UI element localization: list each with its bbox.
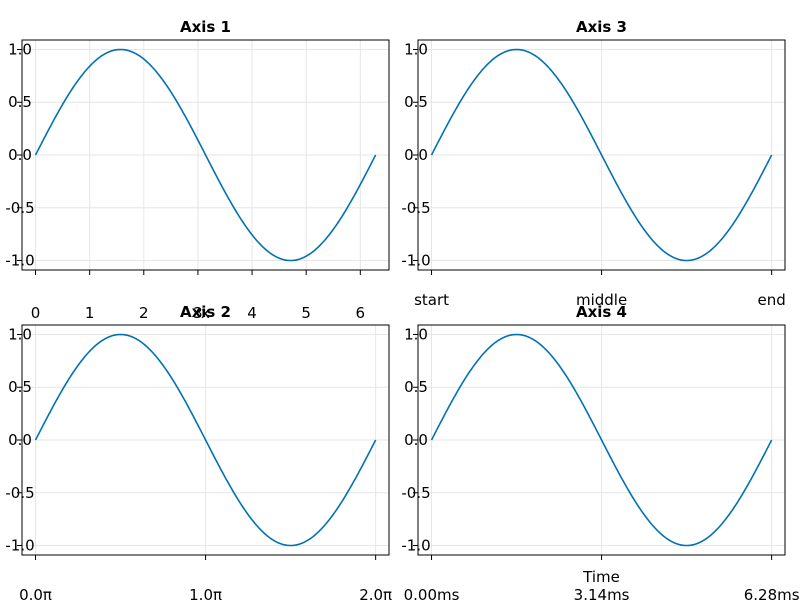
y-tick-label: 1.0 xyxy=(8,325,32,343)
sine-series-line xyxy=(34,48,377,262)
y-tick-label: 0.5 xyxy=(404,93,428,111)
x-tick-label: 1 xyxy=(85,304,95,322)
y-tick-label: 0.0 xyxy=(404,431,428,449)
y-tick-label: -1.0 xyxy=(5,537,34,555)
chart-title: Axis 4 xyxy=(576,303,627,321)
x-tick-label: 0 xyxy=(31,304,41,322)
x-axis-label: Time xyxy=(582,568,620,586)
y-tick-label: -0.5 xyxy=(5,484,34,502)
sine-series-line xyxy=(34,333,377,547)
y-tick-label: -1.0 xyxy=(401,252,430,270)
x-tick-label: 3.14ms xyxy=(574,586,630,600)
y-tick-label: -0.5 xyxy=(401,484,430,502)
y-tick-label: -1.0 xyxy=(5,252,34,270)
x-tick-label: 2.0π xyxy=(359,586,392,600)
x-tick-label: start xyxy=(414,291,449,309)
y-tick-label: 0.5 xyxy=(8,93,32,111)
axis-panel-2: -1.0 -0.5 0.0 0.5 1.0 xyxy=(5,324,390,560)
x-tick-label: 6 xyxy=(356,304,366,322)
x-tick-label: 6.28ms xyxy=(744,586,800,600)
chart-title: Axis 3 xyxy=(576,18,627,36)
x-tick-label: 5 xyxy=(301,304,311,322)
x-axis-label: x xyxy=(201,304,210,322)
y-tick-label: 1.0 xyxy=(404,40,428,58)
y-tick-label: 0.5 xyxy=(8,378,32,396)
sine-series-line xyxy=(430,333,773,547)
axis-panel-4: -1.0 -0.5 0.0 0.5 1.0 xyxy=(401,324,786,560)
x-tick-label: 0.0π xyxy=(19,586,52,600)
y-tick-label: 0.0 xyxy=(8,146,32,164)
y-tick-label: -0.5 xyxy=(401,199,430,217)
y-tick-label: 1.0 xyxy=(8,40,32,58)
y-tick-label: -0.5 xyxy=(5,199,34,217)
y-tick-label: 0.0 xyxy=(404,146,428,164)
x-tick-label: 2 xyxy=(139,304,149,322)
y-tick-label: -1.0 xyxy=(401,537,430,555)
x-tick-label: 0.00ms xyxy=(404,586,460,600)
axis-panel-1: -1.0 -0.5 0.0 0.5 1.0 xyxy=(5,39,390,275)
axis-panel-3: -1.0 -0.5 0.0 0.5 1.0 xyxy=(401,39,786,275)
y-tick-label: 0.5 xyxy=(404,378,428,396)
y-tick-label: 1.0 xyxy=(404,325,428,343)
x-tick-label: middle xyxy=(576,291,627,309)
y-tick-label: 0.0 xyxy=(8,431,32,449)
chart-title: Axis 2 xyxy=(180,303,231,321)
x-tick-label: end xyxy=(758,291,786,309)
x-tick-label: 1.0π xyxy=(189,586,222,600)
x-tick-label: 3 xyxy=(193,304,203,322)
x-tick-label: 4 xyxy=(247,304,257,322)
chart-title: Axis 1 xyxy=(180,18,231,36)
sine-series-line xyxy=(430,48,773,262)
